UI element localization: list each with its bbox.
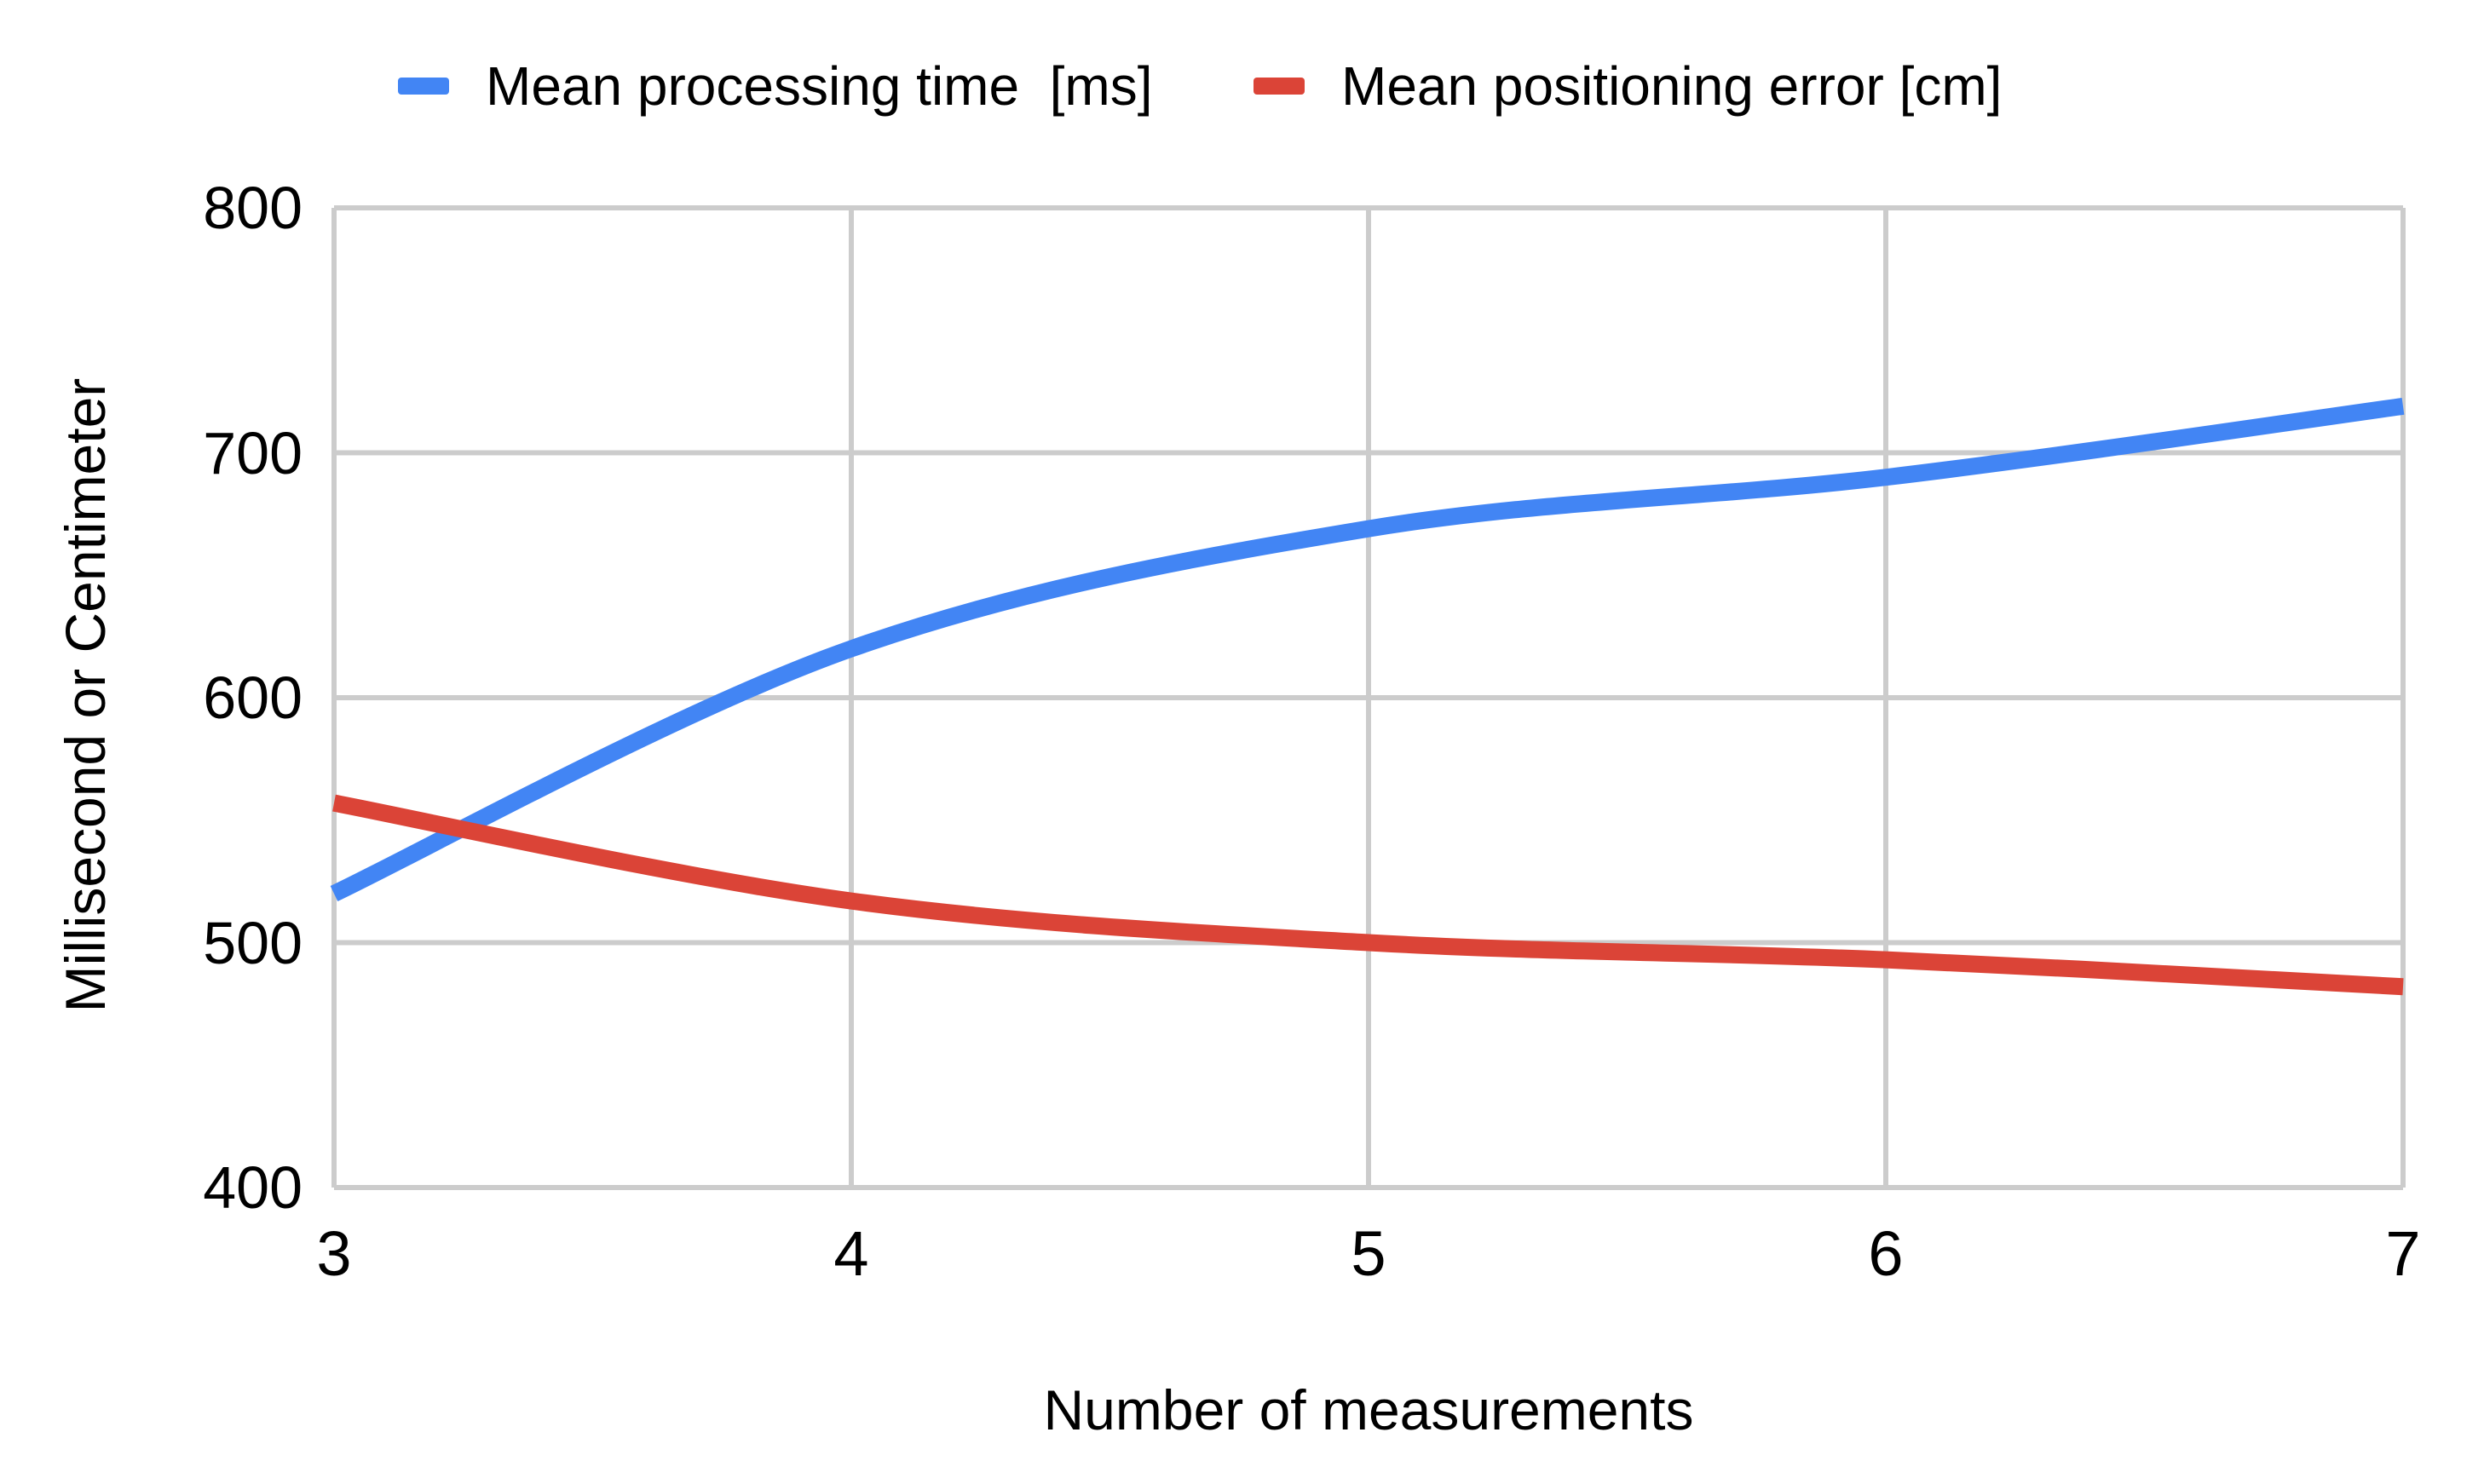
legend-label-processing-time: Mean processing time [ms] (486, 55, 1153, 117)
y-tick-label-500: 500 (203, 909, 303, 976)
x-tick-label-7: 7 (2385, 1218, 2421, 1289)
series-line-mean-positioning-error (332, 794, 2404, 996)
legend-label-positioning-error: Mean positioning error [cm] (1341, 55, 2003, 117)
y-tick-label-800: 800 (203, 175, 303, 241)
y-tick-label-600: 600 (203, 664, 303, 731)
legend-swatch-processing-time (398, 78, 449, 95)
legend-item-processing-time: Mean processing time [ms] (398, 47, 1153, 125)
y-tick-label-400: 400 (203, 1154, 303, 1221)
x-tick-label-6: 6 (1868, 1218, 1904, 1289)
legend-swatch-positioning-error (1254, 78, 1305, 95)
legend-item-positioning-error: Mean positioning error [cm] (1254, 47, 2002, 125)
x-tick-label-3: 3 (316, 1218, 352, 1289)
y-tick-label-700: 700 (203, 419, 303, 486)
x-axis-title: Number of measurements (1043, 1378, 1694, 1441)
series-line-mean-processing-time (330, 397, 2405, 902)
x-tick-label-5: 5 (1351, 1218, 1386, 1289)
x-tick-label-4: 4 (833, 1218, 869, 1289)
